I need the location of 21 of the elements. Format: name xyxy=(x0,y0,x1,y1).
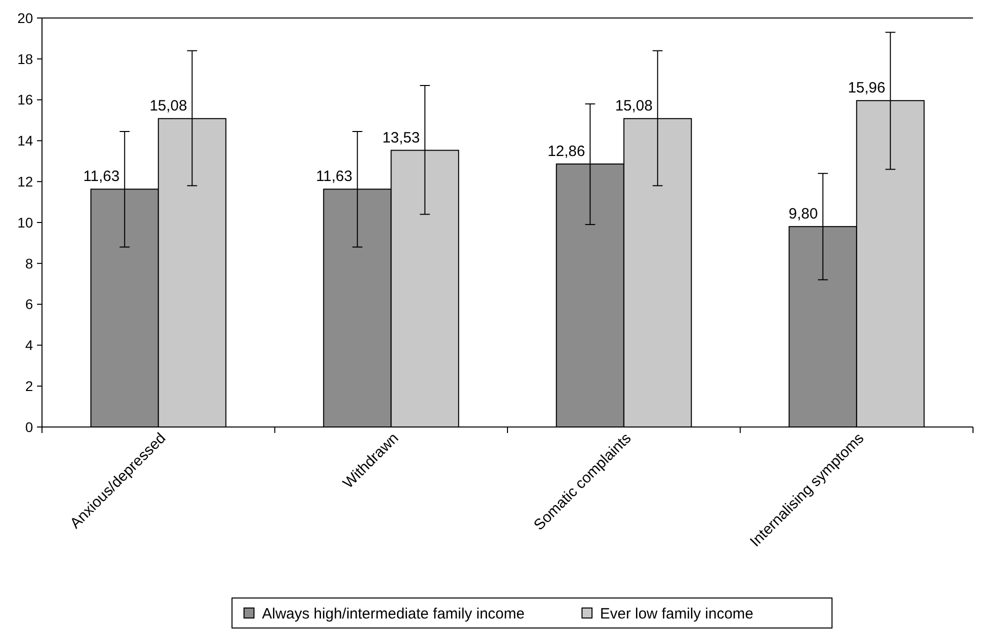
y-tick-label: 20 xyxy=(17,10,34,26)
y-tick-label: 8 xyxy=(25,255,34,272)
y-tick-label: 2 xyxy=(25,378,34,394)
data-label: 13,53 xyxy=(382,129,420,146)
data-label: 15,08 xyxy=(150,98,188,115)
legend-label: Ever low family income xyxy=(600,605,754,622)
y-tick-label: 18 xyxy=(17,50,34,67)
data-label: 11,63 xyxy=(316,168,352,186)
y-tick-label: 6 xyxy=(25,296,34,312)
y-tick-label: 14 xyxy=(17,132,34,149)
y-tick-label: 16 xyxy=(17,92,34,108)
y-tick-label: 0 xyxy=(25,418,34,435)
y-tick-label: 4 xyxy=(25,337,34,354)
y-tick-label: 12 xyxy=(17,174,34,190)
data-label: 12,86 xyxy=(548,143,586,160)
data-label: 15,96 xyxy=(848,80,886,97)
data-label: 11,63 xyxy=(83,168,120,186)
data-label: 9,80 xyxy=(788,206,818,223)
y-tick-label: 10 xyxy=(17,214,34,230)
data-label: 15,08 xyxy=(615,98,653,115)
legend-label: Always high/intermediate family income xyxy=(262,605,525,622)
